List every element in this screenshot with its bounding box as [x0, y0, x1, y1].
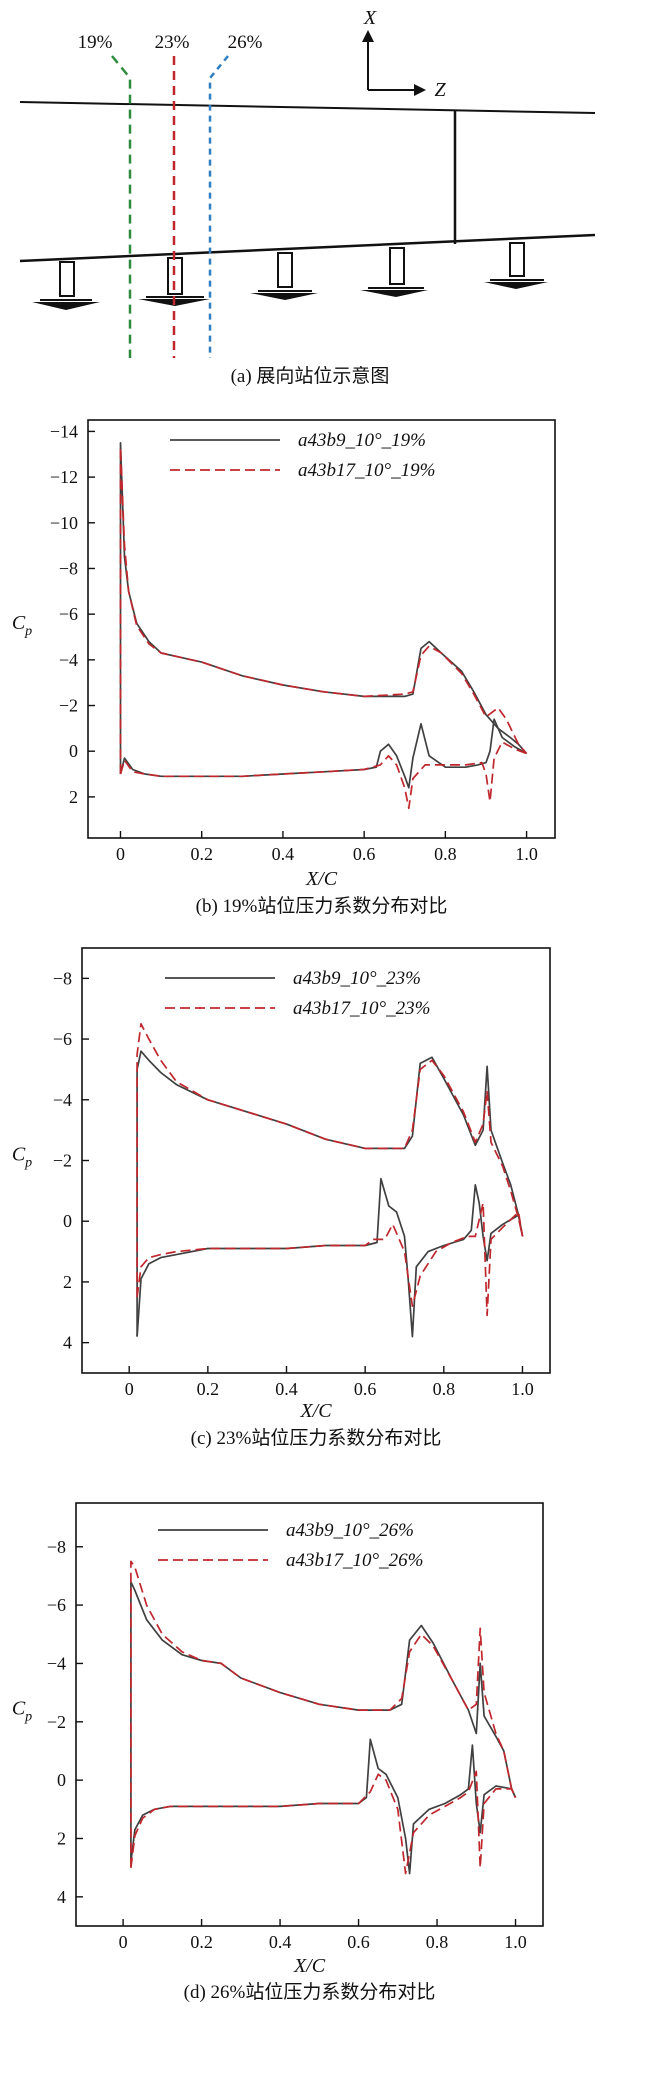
series-line-2	[136, 1202, 524, 1317]
series-line-1	[136, 1050, 524, 1337]
y-tick-label: −2	[47, 1712, 66, 1732]
x-tick-label: 0.4	[275, 1379, 298, 1399]
y-tick-label: 2	[63, 1272, 72, 1292]
station-label-19: 19%	[78, 32, 113, 53]
series-line-1	[119, 718, 528, 789]
series-line-1	[136, 1177, 524, 1338]
x-tick-label: 0.8	[433, 1379, 456, 1399]
axis-x-arrowhead	[362, 30, 374, 42]
y-tick-label: 2	[69, 787, 78, 807]
y-tick-label: 4	[57, 1887, 66, 1907]
x-tick-label: 1.0	[511, 1379, 534, 1399]
y-tick-label: −4	[53, 1090, 72, 1110]
pylon-1	[32, 261, 100, 310]
x-axis-label: X/C	[299, 1400, 332, 1422]
caption: (b) 19%站位压力系数分布对比	[196, 895, 448, 917]
y-tick-label: 0	[69, 741, 78, 761]
y-tick-label: −6	[59, 604, 78, 624]
x-tick-label: 0.2	[190, 1932, 213, 1952]
plot-frame	[75, 1502, 544, 1927]
x-tick-label: 0	[119, 1932, 128, 1952]
y-tick-label: 0	[57, 1770, 66, 1790]
series-line-2	[119, 446, 528, 774]
series-line-1	[130, 1738, 517, 1875]
legend-label-1: a43b9_10°_23%	[293, 968, 421, 989]
x-tick-label: 0.6	[353, 844, 376, 864]
x-tick-label: 0.6	[347, 1932, 370, 1952]
x-tick-label: 0	[125, 1379, 134, 1399]
y-axis-label: Cp	[12, 1698, 32, 1725]
y-tick-label: 2	[57, 1828, 66, 1848]
axis-x-label: X	[363, 7, 377, 29]
station-line-26	[208, 55, 229, 358]
pylon-4	[360, 247, 428, 297]
series-line-2	[136, 1023, 524, 1298]
legend-label-2: a43b17_10°_19%	[298, 460, 435, 481]
series-line-2	[130, 1560, 517, 1868]
x-tick-label: 0.8	[434, 844, 457, 864]
axis-z-arrowhead	[414, 84, 426, 96]
y-tick-label: −8	[47, 1537, 66, 1557]
chart-26pct: 0 0.2 0.4 0.6 0.8 1.0 −8 −6 −4 −2 0 2 4 X/C Cp a43b9_10…	[12, 1502, 544, 2003]
y-tick-label: −10	[50, 513, 78, 533]
x-tick-label: 1.0	[515, 844, 538, 864]
legend-label-2: a43b17_10°_23%	[293, 998, 430, 1019]
plot-frame	[87, 419, 556, 839]
station-label-26: 26%	[228, 32, 263, 53]
caption: (c) 23%站位压力系数分布对比	[191, 1427, 442, 1449]
y-tick-label: −8	[59, 558, 78, 578]
chart-19pct: 0 0.2 0.4 0.6 0.8 1.0 −14 −12 −10 −8 −6 −4 −2 0 2 X/C Cp…	[12, 419, 556, 917]
schematic-panel: 19% 23% 26% X Z (a) 展向站位示意图	[19, 7, 596, 387]
y-axis-label: Cp	[12, 612, 32, 639]
x-axis-label: X/C	[293, 1955, 326, 1977]
series-line-1	[119, 441, 528, 774]
station-line-19	[111, 55, 132, 358]
pylon-3	[250, 252, 318, 300]
chart-23pct: 0 0.2 0.4 0.6 0.8 1.0 −8 −6 −4 −2 0 2 4 X/C Cp a43b9_10…	[12, 947, 551, 1449]
y-tick-label: 0	[63, 1211, 72, 1231]
series-line-2	[119, 741, 527, 810]
y-tick-label: 4	[63, 1333, 72, 1353]
x-tick-label: 0.2	[190, 844, 213, 864]
x-tick-label: 0.6	[354, 1379, 377, 1399]
station-label-23: 23%	[155, 32, 190, 53]
caption: (d) 26%站位压力系数分布对比	[184, 1981, 436, 2003]
y-tick-label: −12	[50, 467, 78, 487]
caption-a: (a) 展向站位示意图	[231, 365, 390, 387]
series-line-2	[130, 1770, 517, 1875]
y-tick-label: −6	[53, 1029, 72, 1049]
x-tick-label: 0.4	[269, 1932, 292, 1952]
legend-label-1: a43b9_10°_26%	[286, 1520, 414, 1541]
x-tick-label: 0.2	[197, 1379, 220, 1399]
wing-lower-edge	[19, 233, 596, 263]
x-tick-label: 1.0	[504, 1932, 527, 1952]
x-tick-label: 0	[116, 844, 125, 864]
legend-label-2: a43b17_10°_26%	[286, 1550, 423, 1571]
pylon-5	[484, 242, 548, 289]
series-line-1	[130, 1580, 517, 1862]
y-tick-label: −6	[47, 1595, 66, 1615]
y-axis-label: Cp	[12, 1144, 32, 1171]
y-tick-label: −4	[47, 1653, 66, 1673]
y-tick-label: −8	[53, 968, 72, 988]
legend-label-1: a43b9_10°_19%	[298, 430, 426, 451]
wing-upper-edge	[19, 101, 596, 114]
x-tick-label: 0.4	[272, 844, 295, 864]
axis-z-label: Z	[434, 79, 446, 101]
y-tick-label: −2	[53, 1151, 72, 1171]
x-tick-label: 0.8	[426, 1932, 449, 1952]
y-tick-label: −4	[59, 650, 78, 670]
x-axis-label: X/C	[305, 868, 338, 890]
y-tick-label: −2	[59, 696, 78, 716]
y-tick-label: −14	[50, 421, 78, 441]
